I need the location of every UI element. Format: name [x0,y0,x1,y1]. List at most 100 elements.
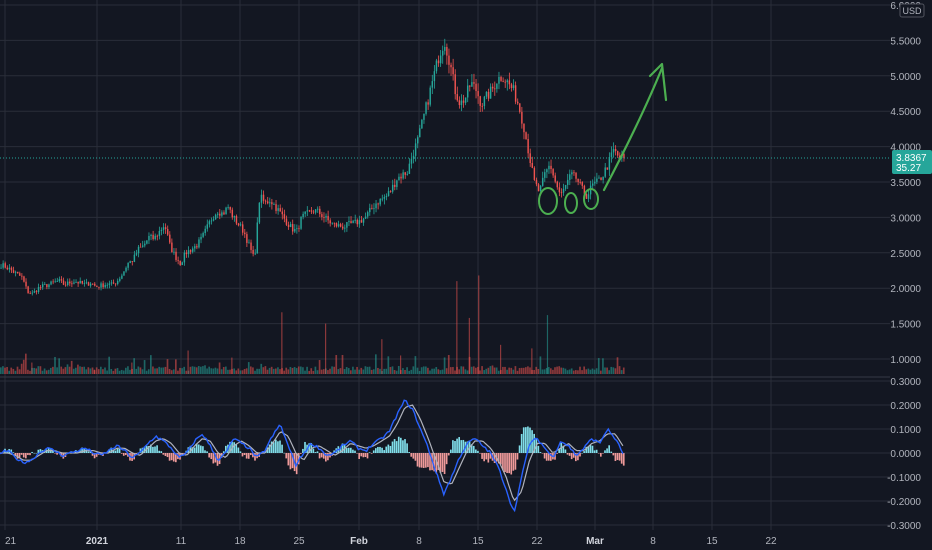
volume-bar [291,367,294,374]
osc-hist-bar [237,447,240,453]
osc-hist-bar [533,433,535,453]
candle-body [339,224,342,227]
price-axis[interactable]: 6.00005.50005.00004.50004.00003.50003.00… [890,1,921,366]
candle-body [119,278,121,281]
candle-body [521,111,523,124]
volume-bar [512,369,515,374]
osc-hist-bar [622,453,625,466]
volume-bar [208,366,210,374]
volume-bar [518,368,521,374]
candle-body [331,222,334,224]
candle-body [31,292,34,294]
osc-hist-bar [485,453,488,460]
osc-hist-bar [308,443,310,453]
volume-bar [252,367,254,374]
volume-bar [314,366,317,374]
volume-bar [585,369,588,374]
candle-body [281,211,284,215]
volume-bar [204,365,206,374]
volume-bar [595,368,598,374]
osc-hist-bar [31,451,33,453]
osc-hist-bar [320,453,323,458]
volume-spike [281,312,283,374]
candle-body [256,222,259,254]
volume-bar [437,369,440,374]
candle-body [227,207,229,208]
osc-hist-bar [316,451,319,453]
candle-body [200,236,202,240]
volume-bar [420,367,423,374]
annotation-arrowhead[interactable] [648,62,668,102]
osc-hist-bar [154,446,156,453]
volume-bar [416,367,419,374]
volume-bar [275,368,277,374]
volume-bar [79,366,81,374]
candle-body [377,203,379,205]
volume-bar [264,366,267,374]
volume-bar [379,368,381,374]
osc-hist-bar [354,450,356,453]
osc-hist-bar [600,453,602,457]
candle-body [475,83,477,92]
candle-body [608,157,611,170]
volume-bar [535,366,538,374]
volume-bar [25,353,27,374]
osc-hist-bar [433,453,435,472]
candle-body [66,281,69,286]
osc-hist-bar [564,449,567,453]
osc-hist-bar [212,453,215,464]
volume-bar [479,370,481,374]
volume-bar [237,368,240,374]
volume-bar [622,367,625,374]
time-tick-label: 22 [531,536,543,547]
candle-body [344,227,346,229]
candle-body [531,163,534,168]
candle-body [302,213,304,217]
candle-body [496,83,498,89]
candle-body [581,182,584,186]
osc-hist-bar [566,453,569,455]
volume-bar [577,370,579,374]
annotation-drawings[interactable] [538,62,668,215]
osc-hist-bar [508,453,510,474]
candle-body [323,217,325,218]
osc-hist-bar [395,441,398,453]
candle-body [23,276,25,282]
volume-bar [139,367,142,374]
candle-body [619,155,621,158]
candle-body [183,252,186,263]
osc-hist-bar [500,453,502,465]
candle-body [214,214,217,220]
candle-body [156,235,159,237]
candle-body [439,55,442,64]
annotation-circle[interactable] [583,188,599,210]
osc-tick-label: -0.2000 [887,497,921,508]
osc-hist-bar [575,453,577,462]
volume-bar [250,366,252,374]
oscillator-axis[interactable]: 0.3000 0.2000 0.1000 0.0000 -0.1000 -0.2000 -0… [887,377,921,532]
candle-body [494,88,496,90]
osc-hist-bar [606,448,608,453]
volume-spike [187,350,189,374]
osc-hist-bar [210,453,213,460]
candle-body [81,280,84,284]
volume-bar [354,369,356,374]
candle-body [29,293,31,295]
osc-hist-bar [443,453,446,475]
time-axis[interactable]: 21 2021 11 18 25 Feb 8 15 22 Mar 8 15 22 [5,536,777,547]
annotation-circle[interactable] [564,192,578,214]
volume-bar [397,366,400,374]
candle-body [173,251,175,253]
candle-body [58,279,61,282]
osc-hist-bar [345,448,348,453]
candle-body [100,283,102,288]
osc-hist-bar [472,445,475,453]
candle-body [429,87,431,105]
candle-body [408,163,411,174]
annotation-arrow[interactable] [602,66,664,192]
annotation-circle[interactable] [538,187,558,215]
volume-bar [481,366,483,374]
volume-bar [356,366,358,374]
currency-badge[interactable]: USD [899,3,925,18]
